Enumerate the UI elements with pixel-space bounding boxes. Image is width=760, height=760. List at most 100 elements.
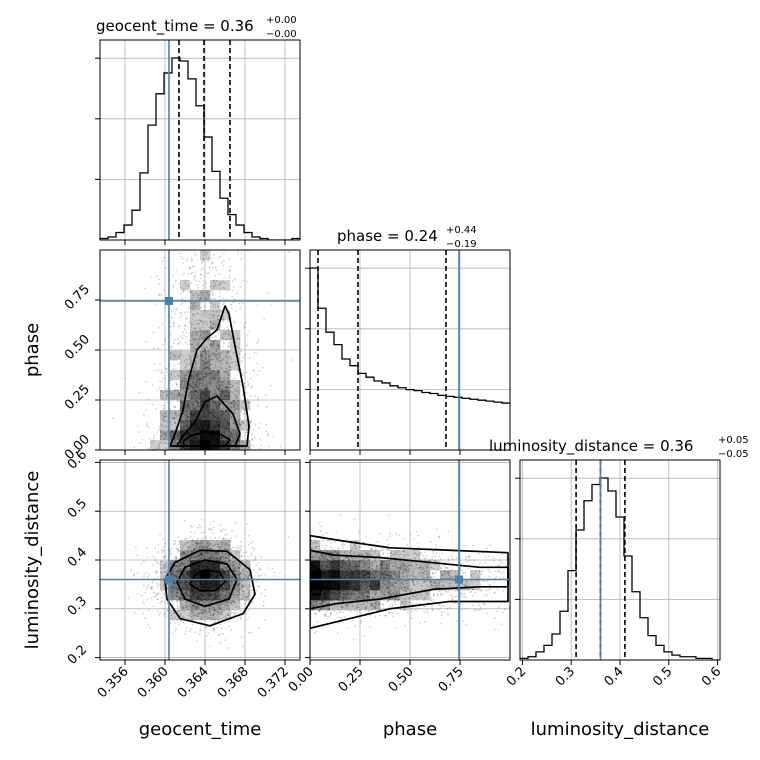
panel-geocent-time-vs-phase-point — [202, 377, 204, 380]
panel-geocent-time-vs-luminosity-distance-point — [172, 592, 175, 595]
panel-geocent-time-vs-phase-point — [170, 346, 172, 349]
panel-geocent-time-vs-phase-point — [225, 362, 228, 365]
panel-geocent-time-vs-phase-point — [202, 345, 205, 348]
panel-geocent-time-vs-luminosity-distance-point — [193, 595, 196, 597]
panel-geocent-time-vs-luminosity-distance-point — [181, 587, 184, 590]
panel-geocent-time-vs-phase-point — [159, 362, 161, 365]
panel-geocent-time-vs-luminosity-distance-point — [250, 594, 253, 597]
panel-geocent-time-vs-luminosity-distance-point — [164, 571, 167, 574]
panel-geocent-time-vs-luminosity-distance-point — [154, 595, 157, 598]
panel-geocent-time-vs-phase-point — [190, 410, 193, 413]
panel-geocent-time-vs-phase-point — [200, 260, 203, 263]
panel-geocent-time-vs-phase-point — [220, 409, 223, 412]
panel-geocent-time-vs-phase-point — [206, 252, 208, 255]
panel-geocent-time-vs-luminosity-distance-point — [212, 627, 215, 630]
panel-geocent-time-vs-phase-point — [164, 432, 167, 435]
panel-geocent-time-vs-phase-point — [157, 428, 160, 431]
panel-geocent-time-vs-phase-point — [234, 310, 237, 312]
panel-geocent-time-vs-phase-point — [177, 414, 180, 417]
panel-geocent-time-vs-phase-point — [220, 402, 223, 405]
panel-geocent-time-vs-phase-point — [248, 330, 251, 332]
panel-geocent-time-vs-phase-point — [189, 290, 192, 293]
panel-geocent-time-vs-luminosity-distance-point — [235, 535, 238, 538]
panel-geocent-time-vs-phase-point — [192, 407, 194, 410]
panel-geocent-time-vs-phase-point — [191, 313, 194, 316]
panel-geocent-time-vs-phase-point — [221, 412, 224, 415]
panel-geocent-time-vs-phase-point — [200, 291, 202, 294]
panel-geocent-time-vs-phase-point — [218, 273, 221, 276]
panel-geocent-time-vs-phase-point — [223, 394, 226, 397]
panel-geocent-time-vs-luminosity-distance-point — [191, 572, 194, 574]
panel-geocent-time-vs-phase-point — [145, 380, 148, 383]
panel-geocent-time-vs-phase-point — [244, 321, 247, 324]
panel-geocent-time-vs-luminosity-distance-point — [195, 543, 198, 546]
panel-geocent-time-vs-phase-point — [208, 301, 211, 304]
panel-geocent-time-vs-phase-point — [208, 442, 211, 445]
panel-geocent-time-vs-phase-point — [210, 290, 213, 293]
panel-geocent-time-vs-phase-point — [203, 441, 206, 444]
panel-geocent-time-vs-phase-point — [186, 424, 188, 426]
panel-geocent-time-vs-phase-point — [235, 436, 238, 438]
panel-geocent-time-vs-luminosity-distance-point — [192, 589, 195, 591]
panel-geocent-time-vs-phase-density-cell — [200, 250, 211, 261]
panel-geocent-time-vs-luminosity-distance-point — [204, 626, 207, 629]
panel-geocent-time-vs-luminosity-distance-point — [203, 576, 206, 579]
panel-geocent-time-vs-phase-point — [217, 380, 220, 382]
panel-geocent-time-vs-luminosity-distance-point — [209, 573, 211, 575]
panel-geocent-time-vs-phase-point — [189, 317, 192, 319]
panel-geocent-time-vs-phase-point — [153, 369, 155, 372]
panel-geocent-time-vs-phase-point — [233, 399, 236, 402]
panel-geocent-time-vs-phase-density-cell — [200, 320, 211, 331]
panel-geocent-time-vs-luminosity-distance-point — [231, 546, 234, 549]
panel-geocent-time-vs-luminosity-distance-point — [185, 574, 188, 577]
panel-geocent-time-vs-phase-point — [189, 446, 192, 449]
panel-geocent-time-vs-luminosity-distance-point — [211, 574, 214, 577]
panel-geocent-time-vs-phase-point — [215, 434, 217, 436]
panel-geocent-time-vs-phase-point — [183, 413, 186, 416]
panel-geocent-time-vs-luminosity-distance-point — [184, 591, 187, 594]
panel-geocent-time-vs-phase-point — [201, 415, 204, 418]
panel-geocent-time-vs-phase-point — [204, 296, 207, 299]
panel-geocent-time-vs-phase-point — [219, 309, 222, 312]
panel-geocent-time-vs-phase-point — [215, 353, 218, 355]
panel-geocent-time-vs-phase-point — [199, 379, 201, 382]
panel-geocent-time-vs-luminosity-distance-point — [227, 538, 230, 541]
panel-geocent-time-vs-phase-point — [206, 405, 209, 408]
panel-geocent-time-vs-luminosity-distance-point — [203, 577, 206, 579]
panel-geocent-time-vs-phase-point — [202, 392, 205, 395]
panel-geocent-time-vs-phase-point — [182, 290, 185, 293]
panel-geocent-time-vs-luminosity-distance-point — [186, 542, 189, 544]
panel-geocent-time-vs-phase-point — [206, 411, 209, 413]
panel-geocent-time-vs-phase-point — [194, 423, 197, 425]
panel-geocent-time-vs-phase-point — [199, 435, 202, 437]
panel-geocent-time-vs-phase-point — [218, 443, 221, 446]
panel-geocent-time-vs-luminosity-distance-point — [186, 592, 189, 595]
panel-geocent-time-vs-luminosity-distance-point — [212, 580, 215, 582]
panel-geocent-time-vs-phase-point — [188, 433, 190, 436]
panel-geocent-time-vs-phase-point — [201, 353, 203, 356]
panel-geocent-time-vs-luminosity-distance-point — [151, 585, 154, 588]
panel-geocent-time-vs-phase-point — [222, 443, 225, 446]
panel-geocent-time-vs-luminosity-distance-point — [238, 574, 241, 577]
panel-geocent-time-vs-luminosity-distance-point — [197, 613, 200, 616]
panel-geocent-time-vs-luminosity-distance-point — [214, 537, 217, 540]
panel-geocent-time-vs-luminosity-distance-point — [245, 611, 247, 614]
panel-geocent-time-vs-phase-point — [190, 431, 193, 433]
panel-geocent-time-vs-phase-point — [243, 326, 246, 329]
panel-geocent-time-vs-luminosity-distance-point — [222, 570, 225, 573]
panel-geocent-time-vs-luminosity-distance-point — [180, 551, 183, 553]
panel-geocent-time-vs-phase-point — [190, 417, 193, 420]
panel-geocent-time-vs-phase-point — [193, 407, 196, 410]
panel-geocent-time-vs-luminosity-distance-point — [191, 550, 193, 553]
panel-geocent-time-vs-phase-point — [229, 446, 231, 449]
panel-geocent-time-vs-phase-point — [213, 426, 215, 429]
panel-geocent-time-vs-luminosity-distance-point — [241, 598, 244, 600]
panel-geocent-time-vs-phase-point — [202, 439, 205, 442]
panel-geocent-time-vs-luminosity-distance-point — [211, 609, 214, 611]
panel-geocent-time-vs-phase-point — [192, 265, 194, 268]
panel-geocent-time-vs-luminosity-distance-point — [173, 586, 176, 589]
panel-geocent-time-vs-luminosity-distance-point — [209, 602, 212, 604]
panel-geocent-time-vs-phase-point — [215, 435, 218, 438]
panel-geocent-time-vs-phase-point — [203, 387, 206, 390]
panel-geocent-time-vs-luminosity-distance-point — [205, 577, 207, 579]
